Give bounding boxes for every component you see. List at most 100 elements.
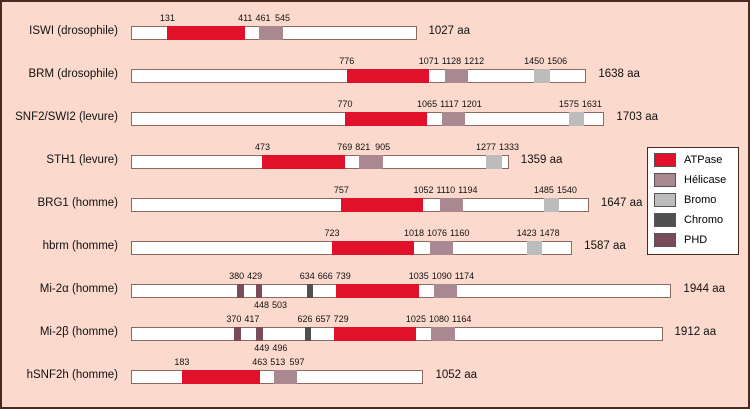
- position-label: 1277: [475, 142, 497, 152]
- position-label: 461: [255, 13, 271, 23]
- protein-name: BRM (drosophile): [28, 68, 118, 80]
- protein-length: 1359 aa: [520, 154, 563, 166]
- domain-atpase: [333, 327, 416, 341]
- domain-phd: [255, 284, 263, 298]
- position-label: 1052: [413, 185, 434, 195]
- protein-length: 1638 aa: [598, 68, 640, 80]
- protein-length: 1587 aa: [584, 240, 626, 252]
- position-label: 757: [333, 185, 349, 195]
- position-label: 1212: [464, 56, 485, 66]
- position-label: 1333: [499, 142, 520, 152]
- position-label: 448: [254, 300, 270, 310]
- domain-helicase: [439, 198, 463, 212]
- position-label: 1575: [558, 99, 579, 109]
- protein-length: 1944 aa: [683, 283, 725, 295]
- legend-label: Hélicase: [684, 174, 727, 186]
- protein-length: 1912 aa: [674, 326, 717, 338]
- position-label: 1540: [556, 185, 577, 195]
- protein-bar: [131, 327, 663, 341]
- domain-helicase: [444, 69, 468, 83]
- domain-helicase: [434, 284, 458, 298]
- position-label: 1065: [417, 99, 438, 109]
- domain-bromo: [486, 155, 502, 169]
- legend-swatch: [654, 193, 676, 207]
- domain-chromo: [307, 284, 314, 298]
- domain-atpase: [262, 155, 345, 169]
- legend-label: ATPase: [684, 154, 723, 166]
- domain-chromo: [305, 327, 312, 341]
- position-label: 411: [238, 13, 253, 23]
- position-label: 769: [337, 142, 353, 152]
- protein-name: hbrm (homme): [42, 240, 118, 252]
- legend-item-phd: PHD: [654, 232, 707, 248]
- position-label: 1174: [454, 271, 475, 281]
- domain-atpase: [331, 241, 414, 255]
- protein-bar: [131, 69, 587, 83]
- domain-atpase: [345, 112, 428, 126]
- protein-length: 1027 aa: [428, 25, 471, 37]
- legend-swatch: [654, 233, 676, 247]
- protein-bar: [131, 241, 573, 255]
- position-label: 463: [252, 357, 268, 367]
- position-label: 597: [289, 357, 305, 367]
- position-label: 1631: [581, 99, 602, 109]
- position-label: 729: [333, 314, 349, 324]
- legend-swatch: [654, 153, 676, 167]
- domain-bromo: [534, 69, 550, 83]
- protein-length: 1647 aa: [600, 197, 643, 209]
- legend-label: PHD: [684, 234, 708, 246]
- legend: ATPase Hélicase Bromo Chromo PHD: [647, 147, 739, 255]
- protein-name: BRG1 (homme): [37, 197, 118, 209]
- position-label: 1076: [427, 228, 448, 238]
- protein-name: Mi-2β (homme): [39, 326, 118, 338]
- position-label: 380: [229, 271, 245, 281]
- domain-atpase: [341, 198, 424, 212]
- position-label: 1035: [408, 271, 429, 281]
- position-label: 634: [299, 271, 315, 281]
- domain-bromo: [568, 112, 585, 126]
- domain-bromo: [543, 198, 560, 212]
- position-label: 513: [270, 357, 286, 367]
- protein-bar: [131, 284, 672, 298]
- legend-item-bromo: Bromo: [654, 192, 716, 208]
- position-label: 1160: [450, 228, 470, 238]
- position-label: 131: [159, 13, 175, 23]
- position-label: 1090: [431, 271, 452, 281]
- protein-bar: [131, 155, 509, 169]
- domain-bromo: [526, 241, 542, 255]
- domain-atpase: [181, 370, 260, 384]
- protein-name: ISWI (drosophile): [29, 25, 118, 37]
- protein-bar: [131, 26, 417, 40]
- domain-phd: [233, 327, 241, 341]
- position-label: 449: [254, 343, 270, 353]
- legend-label: Chromo: [684, 214, 724, 226]
- protein-name: hSNF2h (homme): [26, 369, 118, 381]
- domain-helicase: [441, 112, 465, 126]
- domain-helicase: [259, 26, 283, 40]
- domain-atpase: [346, 69, 429, 83]
- position-label: 370: [226, 314, 242, 324]
- position-label: 473: [254, 142, 270, 152]
- position-label: 503: [272, 300, 288, 310]
- legend-label: Bromo: [684, 194, 717, 206]
- domain-phd: [255, 327, 263, 341]
- protein-name: SNF2/SWI2 (levure): [15, 111, 118, 123]
- position-label: 1485: [533, 185, 554, 195]
- protein-length: 1703 aa: [616, 111, 658, 123]
- legend-item-helicase: Hélicase: [654, 172, 726, 188]
- position-label: 1423: [516, 228, 537, 238]
- position-label: 626: [297, 314, 313, 324]
- domain-helicase: [359, 155, 383, 169]
- position-label: 776: [339, 56, 355, 66]
- position-label: 1450: [524, 56, 545, 66]
- protein-bar: [131, 370, 424, 384]
- position-label: 821: [355, 142, 371, 152]
- legend-swatch: [654, 173, 676, 187]
- position-label: 429: [247, 271, 263, 281]
- position-label: 1117: [440, 99, 459, 109]
- domain-atpase: [167, 26, 246, 40]
- position-label: 905: [375, 142, 391, 152]
- position-label: 666: [317, 271, 333, 281]
- position-label: 739: [335, 271, 351, 281]
